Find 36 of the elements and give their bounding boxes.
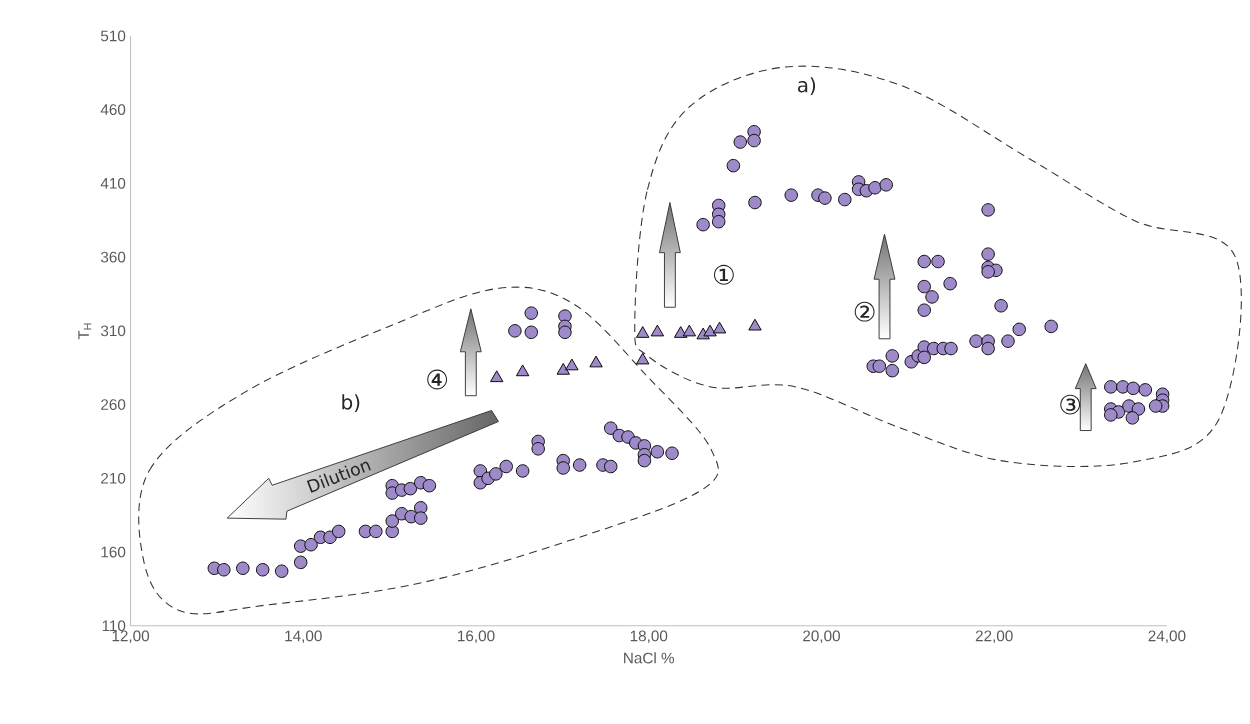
annotation: ③ bbox=[1060, 394, 1081, 415]
point bbox=[515, 364, 530, 376]
point bbox=[565, 358, 579, 371]
y-tick-label: 310 bbox=[100, 325, 126, 337]
y-tick-label: 210 bbox=[101, 472, 126, 484]
y-tick-label: 410 bbox=[100, 177, 126, 189]
y-tick-label: 360 bbox=[100, 251, 126, 263]
x-tick-label: 12,00 bbox=[112, 630, 150, 643]
y-tick-label: 160 bbox=[101, 546, 126, 558]
annotation: ④ bbox=[427, 369, 448, 390]
x-tick-label: 14,00 bbox=[285, 630, 322, 643]
y-tick-label: 110 bbox=[102, 620, 126, 631]
x-tick-label: 20,00 bbox=[803, 630, 840, 643]
point bbox=[589, 355, 603, 368]
point bbox=[748, 318, 762, 331]
point bbox=[650, 324, 665, 337]
point bbox=[712, 321, 727, 334]
point bbox=[703, 324, 717, 337]
y-tick-label: 460 bbox=[100, 103, 126, 115]
y-tick-label: 510 bbox=[100, 30, 126, 42]
point bbox=[556, 362, 570, 375]
annotation: ① bbox=[713, 264, 734, 285]
x-axis-title: NaCl % bbox=[624, 652, 675, 664]
annotation: ② bbox=[854, 301, 875, 322]
annotation: b) bbox=[342, 394, 360, 412]
x-tick-label: 18,00 bbox=[630, 630, 668, 643]
y-axis-title: T$_{H}$ bbox=[78, 323, 92, 340]
point bbox=[490, 370, 504, 382]
x-tick-label: 16,00 bbox=[458, 630, 495, 643]
x-tick-label: 24,00 bbox=[1148, 630, 1186, 643]
x-tick-label: 22,00 bbox=[975, 630, 1013, 643]
point bbox=[682, 324, 697, 337]
annotation: a) bbox=[797, 76, 816, 95]
y-tick-label: 260 bbox=[101, 398, 126, 410]
point bbox=[636, 325, 650, 338]
point bbox=[636, 352, 650, 365]
